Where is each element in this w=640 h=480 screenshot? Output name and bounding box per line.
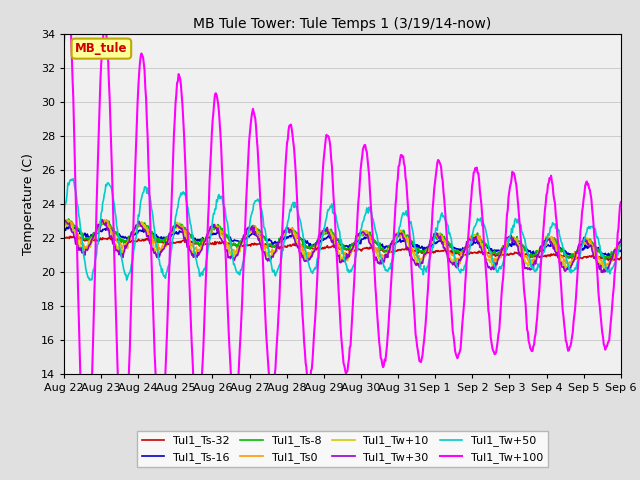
Tul1_Ts-16 — [65, 223, 73, 229]
Tul1_Tw+10 — [426, 241, 434, 247]
Legend: Tul1_Ts-32, Tul1_Ts-16, Tul1_Ts-8, Tul1_Ts0, Tul1_Tw+10, Tul1_Tw+30, Tul1_Tw+50,: Tul1_Ts-32, Tul1_Ts-16, Tul1_Ts-8, Tul1_… — [137, 431, 548, 468]
Tul1_Tw+50 — [617, 242, 625, 248]
Tul1_Ts-8 — [60, 224, 68, 230]
Line: Tul1_Ts-8: Tul1_Ts-8 — [64, 219, 621, 260]
Tul1_Tw+10 — [70, 228, 78, 233]
Tul1_Tw+30 — [185, 243, 193, 249]
Tul1_Tw+30 — [70, 234, 78, 240]
Tul1_Tw+30 — [617, 237, 625, 243]
Tul1_Ts-8 — [411, 244, 419, 250]
Tul1_Ts0 — [60, 218, 68, 224]
Tul1_Tw+100 — [71, 158, 79, 164]
Tul1_Ts-32 — [428, 251, 435, 256]
Tul1_Tw+100 — [215, 108, 223, 114]
Tul1_Ts-8 — [128, 231, 136, 237]
Tul1_Ts-8 — [617, 242, 625, 248]
Tul1_Ts0 — [128, 232, 136, 238]
Tul1_Tw+30 — [60, 217, 68, 223]
Line: Tul1_Tw+50: Tul1_Tw+50 — [64, 179, 621, 280]
Tul1_Ts-32 — [60, 234, 68, 240]
Tul1_Tw+50 — [428, 248, 436, 254]
Tul1_Tw+30 — [98, 217, 106, 223]
Tul1_Ts-8 — [428, 236, 435, 241]
Line: Tul1_Ts-16: Tul1_Ts-16 — [64, 226, 621, 257]
Tul1_Tw+30 — [411, 260, 419, 266]
Tul1_Ts-16 — [411, 243, 419, 249]
Tul1_Ts-16 — [214, 230, 222, 236]
Title: MB Tule Tower: Tule Temps 1 (3/19/14-now): MB Tule Tower: Tule Temps 1 (3/19/14-now… — [193, 17, 492, 31]
Tul1_Tw+50 — [71, 185, 79, 191]
Line: Tul1_Ts-32: Tul1_Ts-32 — [64, 237, 621, 261]
Tul1_Tw+50 — [70, 176, 77, 181]
Tul1_Tw+50 — [60, 212, 68, 217]
Tul1_Ts0 — [185, 232, 193, 238]
Tul1_Tw+30 — [428, 236, 435, 241]
Tul1_Ts-32 — [71, 234, 79, 240]
Tul1_Ts-8 — [602, 257, 609, 263]
Tul1_Ts-32 — [185, 239, 193, 244]
Y-axis label: Temperature (C): Temperature (C) — [22, 153, 35, 255]
Line: Tul1_Ts0: Tul1_Ts0 — [64, 220, 621, 266]
Tul1_Ts-16 — [428, 244, 435, 250]
Tul1_Tw+50 — [412, 245, 419, 251]
Tul1_Ts-16 — [607, 254, 614, 260]
Tul1_Tw+10 — [410, 253, 418, 259]
Tul1_Ts-8 — [71, 223, 79, 228]
Tul1_Tw+50 — [215, 192, 223, 197]
Tul1_Ts-16 — [71, 225, 79, 230]
Tul1_Tw+10 — [617, 238, 625, 244]
Tul1_Ts-16 — [617, 248, 625, 253]
Tul1_Tw+50 — [129, 256, 137, 262]
Tul1_Ts-8 — [65, 216, 72, 222]
Tul1_Tw+50 — [186, 215, 193, 220]
Line: Tul1_Tw+100: Tul1_Tw+100 — [64, 0, 621, 480]
Tul1_Tw+30 — [214, 225, 222, 231]
Tul1_Tw+100 — [428, 222, 436, 228]
Tul1_Ts-16 — [60, 228, 68, 234]
Tul1_Tw+50 — [86, 277, 93, 283]
Tul1_Ts-32 — [128, 238, 136, 243]
Tul1_Tw+10 — [604, 267, 611, 273]
Tul1_Tw+100 — [617, 199, 625, 205]
Tul1_Ts-32 — [605, 258, 612, 264]
Tul1_Ts-32 — [411, 248, 419, 254]
Tul1_Ts-32 — [67, 234, 74, 240]
Tul1_Ts0 — [428, 237, 435, 243]
Text: MB_tule: MB_tule — [75, 42, 127, 55]
Tul1_Tw+100 — [412, 331, 419, 337]
Tul1_Ts-32 — [214, 240, 222, 245]
Tul1_Ts0 — [214, 224, 222, 230]
Tul1_Ts0 — [617, 241, 625, 247]
Tul1_Ts0 — [103, 217, 111, 223]
Tul1_Ts-32 — [617, 254, 625, 260]
Tul1_Tw+10 — [127, 236, 135, 241]
Tul1_Ts-8 — [185, 230, 193, 236]
Tul1_Tw+30 — [128, 228, 136, 234]
Tul1_Ts0 — [70, 229, 78, 235]
Tul1_Tw+30 — [598, 269, 605, 275]
Tul1_Ts0 — [411, 251, 419, 256]
Tul1_Tw+100 — [186, 281, 193, 287]
Tul1_Tw+10 — [214, 225, 221, 231]
Tul1_Ts-8 — [214, 222, 222, 228]
Tul1_Ts-16 — [185, 230, 193, 236]
Tul1_Tw+10 — [60, 216, 68, 221]
Tul1_Tw+10 — [184, 238, 192, 243]
Tul1_Tw+100 — [129, 240, 137, 245]
Line: Tul1_Tw+30: Tul1_Tw+30 — [64, 220, 621, 272]
Tul1_Tw+100 — [60, 39, 68, 45]
Tul1_Ts0 — [565, 264, 573, 269]
Tul1_Ts-16 — [128, 233, 136, 239]
Line: Tul1_Tw+10: Tul1_Tw+10 — [64, 218, 621, 270]
